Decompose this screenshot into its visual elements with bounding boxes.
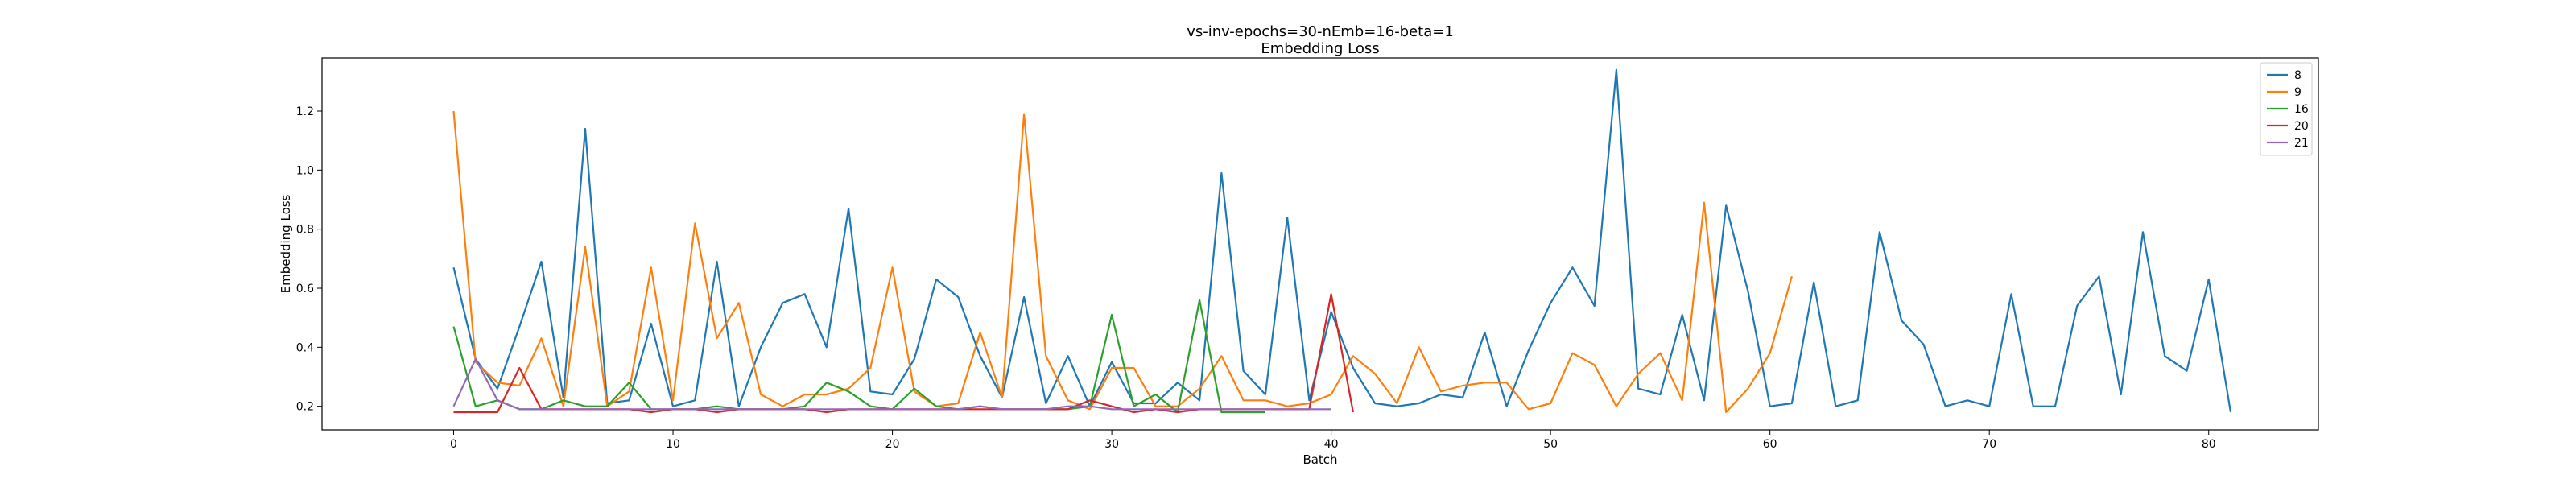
x-tick-label: 30: [1104, 438, 1119, 451]
plot-frame: [321, 57, 2319, 431]
chart-subtitle: Embedding Loss: [1261, 40, 1379, 57]
y-tick-label: 0.4: [296, 341, 314, 354]
chart-title: vs-inv-epochs=30-nEmb=16-beta=1: [1187, 23, 1454, 40]
y-axis-label: Embedding Loss: [279, 194, 293, 293]
x-axis-label: Batch: [1302, 452, 1337, 467]
legend-label-21: 21: [2294, 137, 2309, 150]
x-tick-label: 10: [666, 438, 680, 451]
y-tick-label: 0.6: [296, 283, 314, 295]
y-tick-label: 1.2: [296, 105, 314, 118]
x-tick-label: 0: [450, 438, 457, 451]
legend-label-20: 20: [2294, 120, 2309, 133]
y-tick-label: 0.8: [296, 224, 314, 237]
y-tick-label: 0.2: [296, 401, 314, 414]
x-tick-label: 50: [1543, 438, 1558, 451]
series-line-8: [452, 68, 2232, 413]
x-axis: 0 10 20 30 40 50 60 70 80: [450, 430, 2216, 451]
legend: 8 9 16 20 21: [2260, 62, 2313, 156]
legend-label-9: 9: [2294, 86, 2301, 99]
y-axis: 0.2 0.4 0.6 0.8 1.0 1.2: [296, 105, 322, 414]
plot-area: [452, 68, 2232, 414]
series-line-21: [452, 357, 1331, 411]
x-tick-label: 70: [1982, 438, 1996, 451]
x-tick-label: 80: [2202, 438, 2216, 451]
y-tick-label: 1.0: [296, 164, 314, 177]
x-tick-label: 60: [1763, 438, 1777, 451]
legend-label-8: 8: [2294, 69, 2301, 82]
x-tick-label: 40: [1324, 438, 1339, 451]
series-line-9: [452, 110, 1793, 414]
x-tick-label: 20: [886, 438, 900, 451]
legend-label-16: 16: [2294, 103, 2309, 116]
series-line-16: [452, 299, 1265, 414]
